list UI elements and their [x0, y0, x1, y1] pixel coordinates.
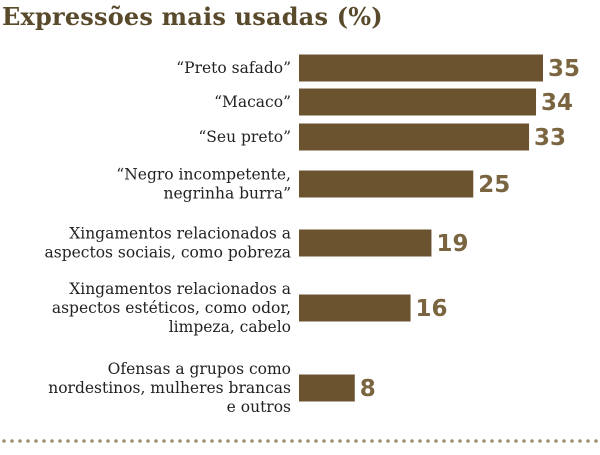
category-labels-group: “Preto safado” “Macaco” “Seu preto” “Negro … — [45, 59, 292, 416]
category-label: Xingamentos relacionados a aspectos estét… — [52, 280, 291, 336]
category-label-line: Xingamentos relacionados a — [69, 225, 291, 243]
chart-title: Expressões mais usadas (%) — [2, 2, 383, 31]
category-label-line: aspectos sociais, como pobreza — [45, 244, 291, 262]
bar — [299, 294, 411, 322]
category-label-line: “Preto safado” — [176, 59, 291, 77]
category-label-line: limpeza, cabelo — [169, 318, 291, 336]
category-label-line: nordestinos, mulheres brancas — [48, 379, 291, 397]
category-label: “Seu preto” — [198, 128, 291, 146]
bar — [299, 374, 355, 402]
category-label-line: Xingamentos relacionados a — [69, 280, 291, 298]
value-label: 19 — [436, 231, 468, 257]
bar — [299, 229, 432, 257]
category-label-line: negrinha burra” — [164, 185, 291, 203]
category-label-line: aspectos estéticos, como odor, — [52, 299, 291, 317]
category-label: “Preto safado” — [176, 59, 291, 77]
category-label: Ofensas a grupos como nordestinos, mulher… — [48, 360, 291, 416]
category-label: “Macaco” — [214, 93, 291, 111]
value-label: 25 — [478, 172, 510, 198]
category-label-line: “Macaco” — [214, 93, 291, 111]
category-label-line: Ofensas a grupos como — [108, 360, 291, 378]
category-label-line: “Seu preto” — [198, 128, 291, 146]
bars-group — [299, 54, 543, 402]
bar — [299, 123, 530, 151]
value-label: 16 — [416, 296, 448, 322]
value-label: 34 — [541, 90, 573, 116]
category-label-line: e outros — [227, 398, 291, 416]
category-label: Xingamentos relacionados a aspectos socia… — [45, 225, 291, 262]
bar — [299, 170, 474, 198]
value-label: 33 — [534, 125, 566, 151]
value-label: 8 — [360, 376, 376, 402]
value-labels-group: 35 34 33 25 19 16 8 — [360, 56, 580, 402]
category-label: “Negro incompetente, negrinha burra” — [116, 166, 291, 203]
bar — [299, 88, 537, 116]
category-label-line: “Negro incompetente, — [116, 166, 291, 184]
bar — [299, 54, 543, 82]
value-label: 35 — [548, 56, 580, 82]
